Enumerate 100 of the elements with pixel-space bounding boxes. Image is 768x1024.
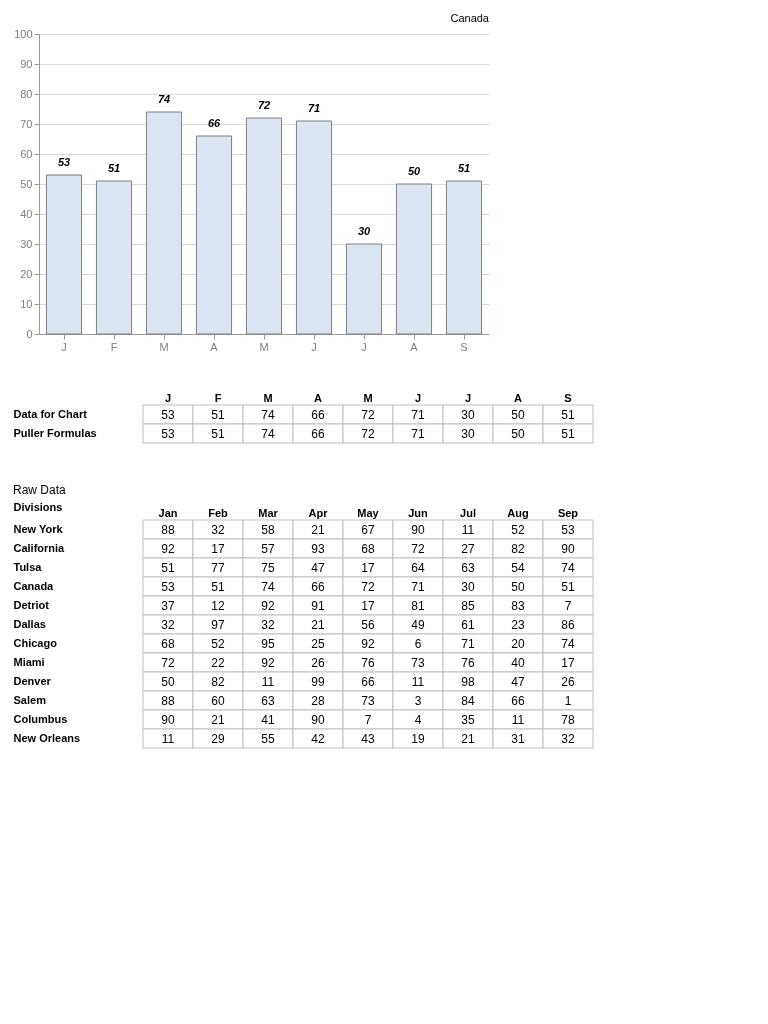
y-tick-label: New York bbox=[13, 522, 64, 535]
x-tick-label: A bbox=[514, 391, 523, 404]
bar bbox=[95, 180, 133, 335]
y-tick-label: Detriot bbox=[13, 598, 50, 611]
x-tick-label: J bbox=[414, 391, 422, 404]
data-label: 88 bbox=[161, 693, 175, 708]
data-label: 21 bbox=[211, 712, 225, 727]
x-tick-label: Jan bbox=[158, 506, 178, 519]
data-label: 98 bbox=[461, 674, 475, 689]
bar bbox=[45, 174, 83, 335]
x-tick-label: Aug bbox=[507, 506, 529, 519]
x-tick-label: Jun bbox=[408, 506, 429, 519]
data-label: 84 bbox=[461, 693, 475, 708]
y-tick-label: 100 bbox=[14, 27, 33, 40]
x-tick-label: F bbox=[110, 340, 118, 353]
data-label: 81 bbox=[411, 598, 425, 613]
data-label: 92 bbox=[161, 541, 175, 556]
data-label: 64 bbox=[411, 560, 425, 575]
data-label: 32 bbox=[211, 522, 225, 537]
data-label: 66 bbox=[361, 674, 375, 689]
y-tick-label: Miami bbox=[13, 655, 45, 668]
data-label: 92 bbox=[261, 598, 275, 613]
data-label: 26 bbox=[311, 655, 325, 670]
data-label: 82 bbox=[511, 541, 525, 556]
data-label: 92 bbox=[361, 636, 375, 651]
data-label: 72 bbox=[361, 426, 375, 441]
x-tick-label: May bbox=[357, 506, 380, 519]
data-label: 47 bbox=[311, 560, 325, 575]
data-label: 12 bbox=[211, 598, 225, 613]
data-label: 17 bbox=[211, 541, 225, 556]
data-label: 56 bbox=[361, 617, 375, 632]
data-label: 29 bbox=[211, 731, 225, 746]
data-label: 66 bbox=[311, 426, 325, 441]
data-label: 50 bbox=[161, 674, 175, 689]
y-tick-label: 20 bbox=[20, 267, 33, 280]
text: Canada bbox=[450, 12, 490, 24]
data-label: 52 bbox=[511, 522, 525, 537]
y-tick-label: New Orleans bbox=[13, 731, 81, 744]
data-label: 30 bbox=[461, 579, 475, 594]
data-label: 72 bbox=[361, 407, 375, 422]
data-label: 25 bbox=[311, 636, 325, 651]
x-tick-label: Apr bbox=[308, 506, 329, 519]
data-label: 50 bbox=[511, 407, 525, 422]
x-tick-label: S bbox=[460, 340, 468, 353]
bar bbox=[295, 120, 333, 335]
bar bbox=[145, 111, 183, 335]
x-tick-label: J bbox=[164, 391, 172, 404]
y-tick-label: Canada bbox=[13, 579, 55, 592]
data-label: 53 bbox=[161, 407, 175, 422]
data-label: 11 bbox=[411, 674, 425, 689]
data-label: 97 bbox=[211, 617, 225, 632]
data-label: 28 bbox=[311, 693, 325, 708]
y-axis-title: Divisions bbox=[13, 500, 63, 513]
data-label: 32 bbox=[261, 617, 275, 632]
data-label: 66 bbox=[511, 693, 525, 708]
x-tick-label: J bbox=[464, 391, 472, 404]
data-label: 61 bbox=[461, 617, 475, 632]
y-tick-label: 70 bbox=[20, 117, 33, 130]
data-label: 50 bbox=[511, 426, 525, 441]
y-tick-label: 10 bbox=[20, 297, 33, 310]
y-tick-label: Tulsa bbox=[13, 560, 43, 573]
data-label: 32 bbox=[161, 617, 175, 632]
x-tick-label: M bbox=[263, 391, 273, 404]
data-label: 47 bbox=[511, 674, 525, 689]
y-tick-label: 90 bbox=[20, 57, 33, 70]
y-tick-label: California bbox=[13, 541, 66, 554]
data-label: 53 bbox=[561, 522, 575, 537]
data-label: 91 bbox=[311, 598, 325, 613]
data-label: 4 bbox=[414, 712, 422, 727]
data-label: 6 bbox=[414, 636, 422, 651]
data-label: 7 bbox=[564, 598, 572, 613]
data-label: 26 bbox=[561, 674, 575, 689]
data-label: 17 bbox=[361, 598, 375, 613]
y-tick-label: Chicago bbox=[13, 636, 58, 649]
data-label: 11 bbox=[261, 674, 275, 689]
data-label: 72 bbox=[411, 541, 425, 556]
data-label: 74 bbox=[561, 560, 575, 575]
data-label: 19 bbox=[411, 731, 425, 746]
data-label: 17 bbox=[561, 655, 575, 670]
data-label: 50 bbox=[511, 579, 525, 594]
data-label: 30 bbox=[461, 426, 475, 441]
data-label: 88 bbox=[161, 522, 175, 537]
data-label: 63 bbox=[261, 693, 275, 708]
data-label: 52 bbox=[211, 636, 225, 651]
data-label: 11 bbox=[461, 522, 475, 537]
data-label: 86 bbox=[561, 617, 575, 632]
x-tick-label: M bbox=[259, 340, 269, 353]
data-label: 51 bbox=[211, 407, 225, 422]
data-label: 71 bbox=[411, 426, 425, 441]
x-tick-label: Mar bbox=[258, 506, 279, 519]
data-label: 72 bbox=[161, 655, 175, 670]
bar bbox=[245, 117, 283, 335]
data-label: 74 bbox=[261, 407, 275, 422]
data-label: 66 bbox=[207, 117, 221, 129]
y-tick-label: 60 bbox=[20, 147, 33, 160]
data-label: 68 bbox=[161, 636, 175, 651]
data-label: 31 bbox=[511, 731, 525, 746]
x-tick-label: Jul bbox=[460, 506, 476, 519]
data-label: 22 bbox=[211, 655, 225, 670]
y-tick-label: 80 bbox=[20, 87, 33, 100]
